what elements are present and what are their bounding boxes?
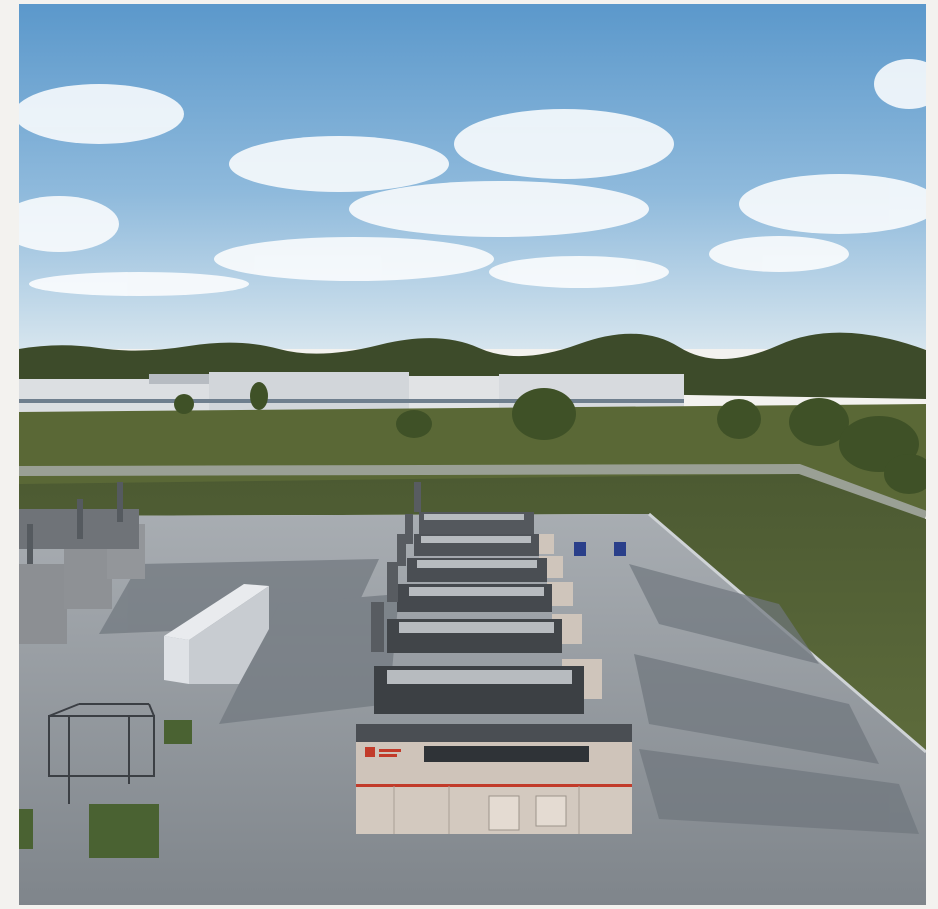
fence [19,463,926,521]
transformer-green [89,804,159,858]
trees [174,382,926,494]
brand-logo [365,747,375,757]
substation-frame [48,703,155,804]
near-grass [19,474,926,764]
blue-equipment-2 [614,542,626,556]
left-generator-cluster [19,482,145,644]
blue-equipment-1 [574,542,586,556]
clouds [19,59,926,296]
sky [19,4,926,349]
shadows [99,559,919,834]
transformer-green-small [164,720,192,744]
generator-stack [356,482,632,834]
transformer-green-left [19,809,33,849]
white-container [164,584,269,684]
rendered-photo [19,4,926,905]
